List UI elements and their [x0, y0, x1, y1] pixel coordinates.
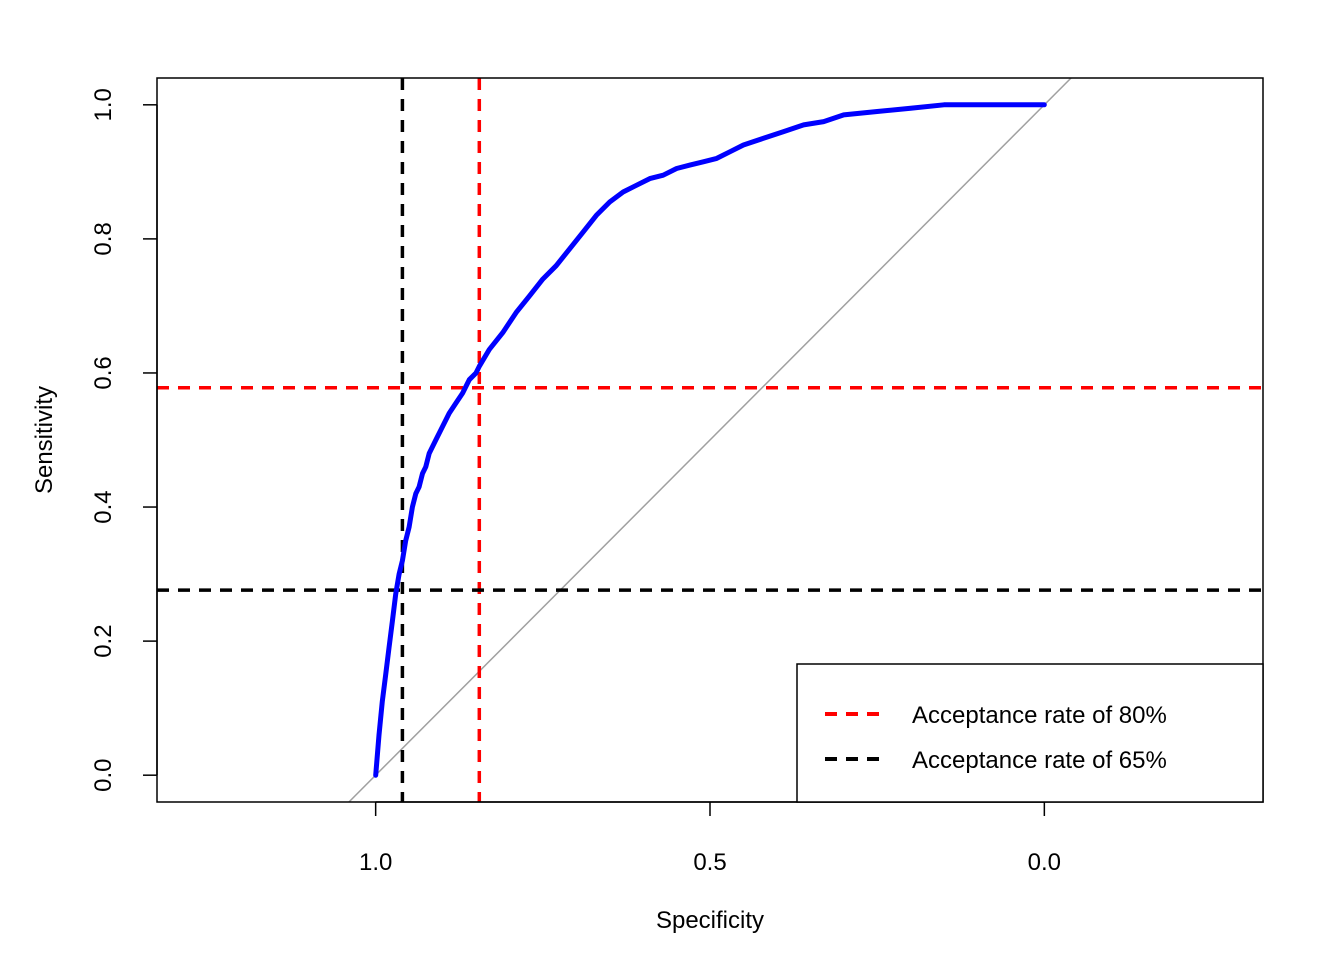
y-tick-label: 0.2	[90, 624, 117, 657]
y-axis: 0.0 0.2 0.4 0.6 0.8 1.0	[90, 88, 158, 792]
x-tick-label: 0.0	[1028, 849, 1061, 876]
y-tick-label: 0.4	[90, 490, 117, 523]
y-tick-label: 0.0	[90, 758, 117, 791]
legend-item-label: Acceptance rate of 65%	[912, 747, 1167, 774]
legend-box	[796, 663, 1264, 803]
x-axis: 1.0 0.5 0.0	[359, 801, 1061, 876]
y-tick-label: 0.8	[90, 222, 117, 255]
roc-curve-line	[373, 102, 1047, 778]
y-tick-label: 1.0	[90, 88, 117, 121]
legend-item-label: Acceptance rate of 80%	[912, 702, 1167, 729]
diagonal-reference-line-0	[348, 78, 1072, 802]
x-tick-label: 0.5	[693, 849, 726, 876]
y-axis-label: Sensitivity	[31, 386, 58, 494]
y-tick-label: 0.6	[90, 356, 117, 389]
reference-lines	[157, 78, 1263, 802]
series-layer	[373, 102, 1047, 778]
x-tick-label: 1.0	[359, 849, 392, 876]
x-axis-label: Specificity	[656, 907, 764, 934]
legend: Acceptance rate of 80% Acceptance rate of…	[796, 663, 1264, 803]
